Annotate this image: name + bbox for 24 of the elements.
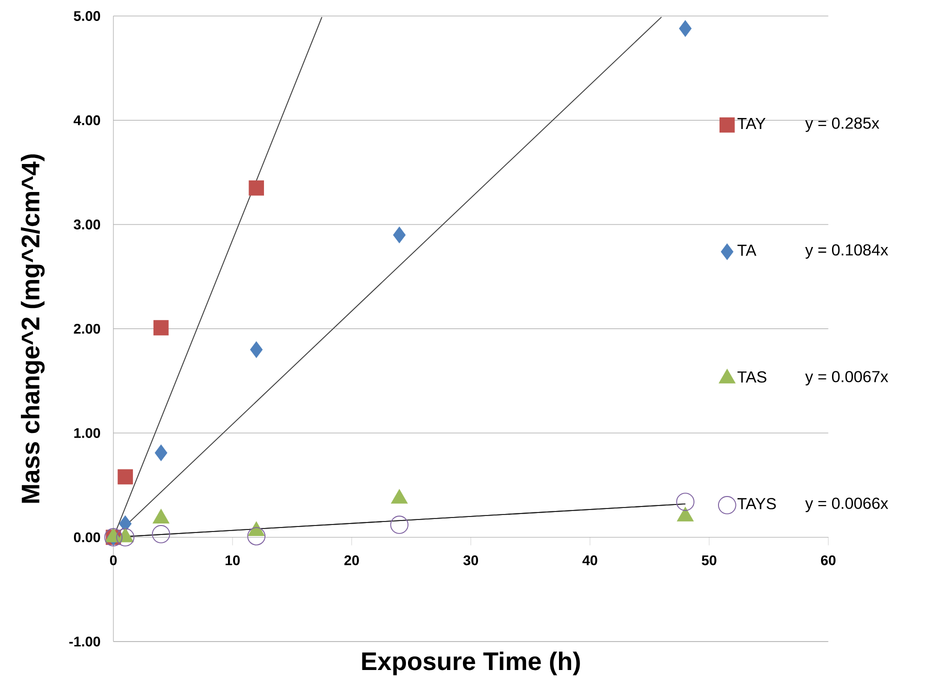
x-tick-label: 40 <box>582 555 598 566</box>
y-tick-label: 1.00 <box>74 428 100 438</box>
y-tick-label: 2.00 <box>74 324 100 334</box>
annotation: y = 0.285x <box>805 117 880 132</box>
annotation: y = 0.0067x <box>805 370 888 386</box>
x-tick-label: 30 <box>463 555 478 566</box>
x-tick-label: 50 <box>702 555 716 566</box>
y-tick-label: 0.00 <box>74 532 100 542</box>
x-tick-label: 10 <box>226 555 240 566</box>
y-axis-title: Mass change^2 (mg^2/cm^4) <box>20 154 45 503</box>
legend-label: TAS <box>737 371 766 382</box>
x-tick-label: 60 <box>821 555 836 566</box>
legend-label: TAYS <box>737 498 776 510</box>
y-tick-label: 4.00 <box>74 115 100 126</box>
y-tick-label: 5.00 <box>74 10 100 21</box>
annotation: y = 0.1084x <box>805 244 888 259</box>
y-tick-label: -1.00 <box>69 636 100 646</box>
legend-label: TA <box>737 244 756 256</box>
y-tick-label: 3.00 <box>74 219 100 230</box>
x-tick-label: 20 <box>344 555 359 566</box>
x-axis-title: Exposure Time (h) <box>362 651 580 676</box>
x-tick-label: 0 <box>110 555 117 566</box>
legend-label: TAY <box>737 118 766 129</box>
annotation: y = 0.0066x <box>805 498 888 512</box>
